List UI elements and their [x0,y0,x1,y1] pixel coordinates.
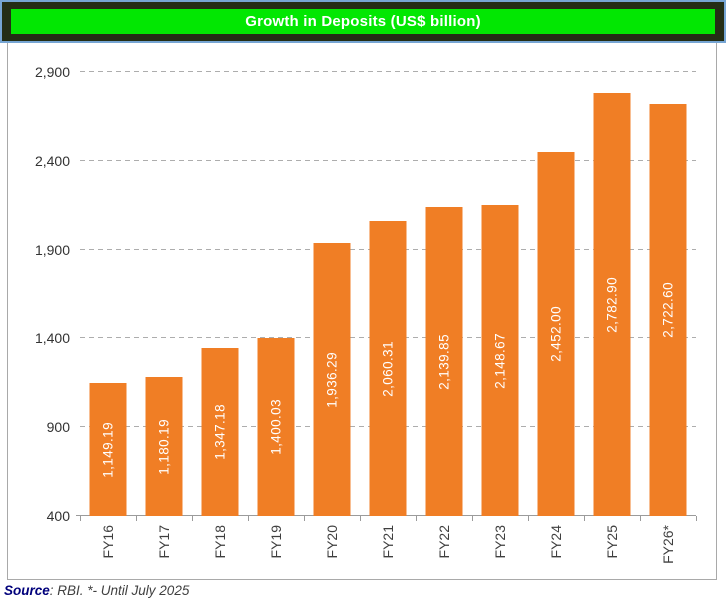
x-axis-tick [695,516,697,521]
bar-value-label: 1,936.29 [324,351,340,408]
x-axis-category-label: FY18 [212,525,228,559]
y-axis-tick-label: 900 [46,419,70,436]
bar-value-label: 2,139.85 [436,333,452,390]
x-axis-category-label: FY17 [156,525,172,559]
source-label: Source [4,583,50,598]
bar-value-label: 1,400.03 [268,399,284,456]
bar-value-label: 1,347.18 [212,404,228,460]
bar-FY24: 2,452.00 [537,151,575,516]
bar-FY16: 1,149.19 [89,382,127,516]
bar-value-label: 2,060.31 [380,340,396,397]
x-axis-tick [191,516,193,521]
bar-value-label: 1,149.19 [100,421,116,478]
bar-FY26*: 2,722.60 [649,103,687,516]
bar-FY23: 2,148.67 [481,205,519,516]
y-axis-tick-label: 1,900 [34,241,70,258]
x-axis-tick [303,516,305,521]
x-axis-tick [415,516,417,521]
x-axis-category-label: FY16 [100,525,116,559]
bar-FY25: 2,782.90 [593,92,631,516]
plot-area: 400 900 1,400 1,900 2,400 2,900 1,149.19 FY16 1,… [35,64,697,564]
x-axis-category-label: FY24 [548,525,564,559]
x-axis-category-label: FY23 [492,525,508,559]
bar-FY17: 1,180.19 [145,377,183,516]
bar-FY19: 1,400.03 [257,338,295,516]
x-axis-tick [583,516,585,521]
source-text: : RBI. *- Until July 2025 [49,583,190,598]
bar-FY18: 1,347.18 [201,347,239,516]
gridline [80,71,696,72]
chart-frame: 400 900 1,400 1,900 2,400 2,900 1,149.19 FY16 1,… [7,43,717,580]
chart-title-band: Growth in Deposits (US$ billion) [0,0,726,43]
x-axis-category-label: FY21 [380,525,396,559]
bar-value-label: 2,722.60 [660,281,676,338]
bar-FY21: 2,060.31 [369,221,407,516]
y-axis-tick-label: 2,400 [34,152,70,169]
x-axis-tick [79,516,81,521]
source-note: Source: RBI. *- Until July 2025 [4,583,189,598]
bar-value-label: 2,452.00 [548,305,564,362]
x-axis-tick [135,516,137,521]
y-axis-tick-label: 400 [46,508,70,524]
x-axis-tick [639,516,641,521]
y-axis-tick-label: 1,400 [34,330,70,347]
y-axis-tick-label: 2,900 [34,64,70,80]
bar-FY22: 2,139.85 [425,207,463,516]
x-axis-category-label: FY26* [660,525,676,564]
bar-value-label: 2,148.67 [492,332,508,389]
bar-value-label: 2,782.90 [604,276,620,333]
x-axis-category-label: FY20 [324,525,340,559]
gridline [80,159,696,161]
x-axis-tick [247,516,249,521]
bar-value-label: 1,180.19 [156,418,172,475]
chart-title: Growth in Deposits (US$ billion) [245,13,481,30]
bar-FY20: 1,936.29 [313,243,351,516]
x-axis-category-label: FY19 [268,525,284,559]
x-axis-tick [527,516,529,521]
x-axis-category-label: FY22 [436,525,452,559]
chart-title-background: Growth in Deposits (US$ billion) [11,9,715,34]
x-axis-tick [359,516,361,521]
x-axis-tick [471,516,473,521]
x-axis-category-label: FY25 [604,525,620,559]
